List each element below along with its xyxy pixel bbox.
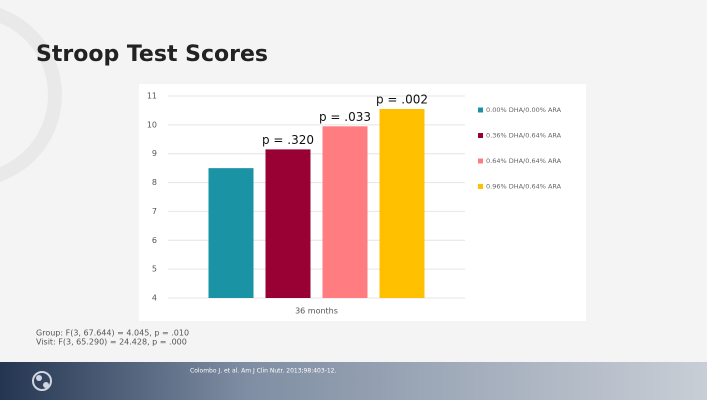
y-tick-label: 9: [152, 149, 157, 158]
y-tick-label: 8: [152, 178, 157, 187]
y-tick-label: 10: [147, 120, 157, 129]
y-tick-label: 6: [152, 236, 157, 245]
logo: [43, 382, 49, 388]
legend-label: 0.00% DHA/0.00% ARA: [486, 106, 562, 114]
legend-swatch: [478, 158, 483, 164]
citation: Colombo J. et al. Am J Clin Nutr. 2013;9…: [190, 368, 336, 375]
legend-swatch: [478, 184, 483, 189]
footer-band: [0, 362, 707, 400]
stats-line: Group: F(3, 67.644) = 4.045, p = .010: [36, 329, 189, 338]
x-tick-label: 36 months: [295, 307, 338, 316]
annotation: p = .002: [376, 92, 428, 106]
y-tick-label: 5: [152, 265, 157, 274]
y-tick-label: 7: [152, 207, 157, 216]
legend-label: 0.96% DHA/0.64% ARA: [486, 183, 562, 191]
logo: [32, 371, 52, 391]
annotation: p = .320: [262, 133, 314, 147]
slide-title: Stroop Test Scores: [36, 42, 268, 67]
y-tick-label: 4: [152, 294, 157, 303]
legend-label: 0.36% DHA/0.64% ARA: [486, 132, 562, 140]
bar: [208, 168, 254, 298]
legend-swatch: [478, 133, 483, 138]
annotation: p = .033: [319, 110, 371, 124]
bar: [322, 126, 368, 298]
legend-swatch: [478, 107, 483, 113]
y-tick-label: 11: [147, 92, 157, 101]
bar: [379, 108, 425, 298]
legend-label: 0.64% DHA/0.64% ARA: [486, 157, 562, 165]
logo: [36, 375, 42, 381]
stats-line: Visit: F(3, 65.290) = 24.428, p = .000: [36, 338, 187, 347]
decoration: [0, 8, 62, 182]
bar: [265, 149, 311, 298]
